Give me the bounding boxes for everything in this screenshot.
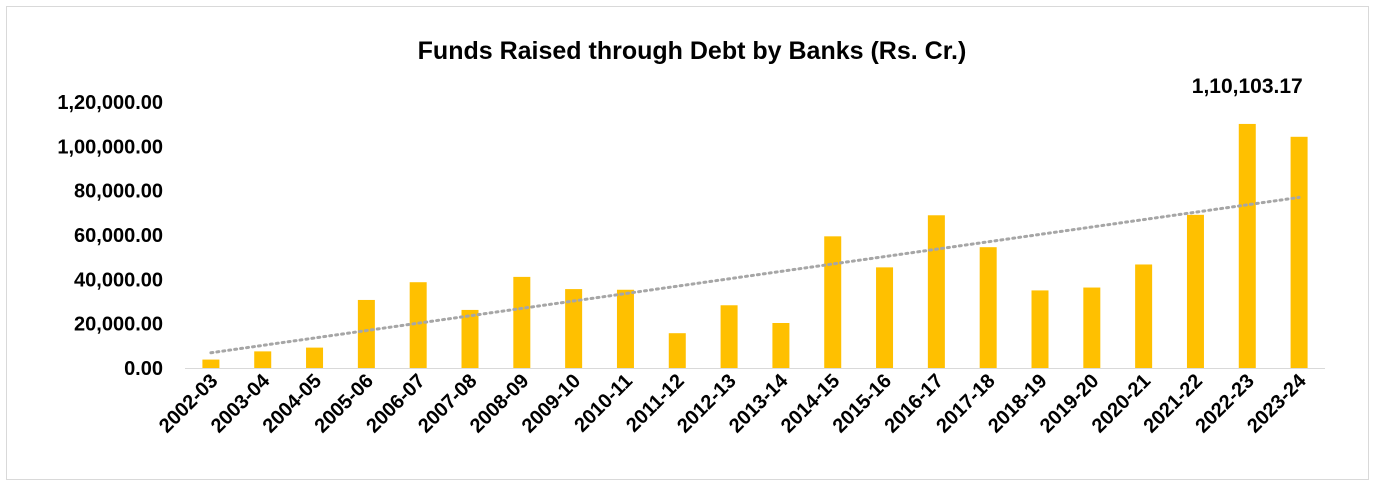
bar <box>513 276 531 368</box>
bar <box>876 267 894 368</box>
bar <box>357 299 375 368</box>
trend-line <box>209 195 1301 355</box>
y-tick-label: 1,20,000.00 <box>57 92 163 114</box>
chart-title: Funds Raised through Debt by Banks (Rs. … <box>418 37 967 65</box>
bar <box>1083 287 1101 368</box>
bar <box>1031 290 1049 368</box>
bar <box>1186 214 1204 368</box>
y-tick-label: 1,00,000.00 <box>57 136 163 158</box>
y-tick-label: 40,000.00 <box>74 269 163 291</box>
bar <box>720 305 738 368</box>
y-tick-label: 80,000.00 <box>74 181 163 203</box>
bar <box>668 333 686 368</box>
y-tick-label: 60,000.00 <box>74 225 163 247</box>
x-axis: 2002-032003-042004-052005-062006-072007-… <box>155 369 1311 437</box>
bar <box>1290 136 1308 368</box>
x-tick-label: 2023-24 <box>1243 369 1311 437</box>
bar <box>824 236 842 368</box>
bar <box>979 247 997 368</box>
bar <box>772 323 790 368</box>
bar <box>1135 264 1153 368</box>
y-tick-label: 20,000.00 <box>74 314 163 336</box>
bar <box>616 289 634 368</box>
bar <box>202 359 220 368</box>
bar <box>927 215 945 368</box>
chart-frame <box>6 6 1369 480</box>
y-tick-label: 0.00 <box>124 358 163 380</box>
bar <box>1238 123 1256 368</box>
bar <box>306 347 324 368</box>
bar <box>254 351 272 368</box>
data-label: 1,10,103.17 <box>1192 75 1303 98</box>
bar-series <box>202 123 1308 368</box>
bar <box>565 289 583 368</box>
y-axis: 0.00 20,000.00 40,000.00 60,000.00 80,000.00… <box>57 92 163 380</box>
data-labels: 1,10,103.17 <box>1192 75 1303 98</box>
bar <box>461 309 479 368</box>
bar <box>409 282 427 368</box>
